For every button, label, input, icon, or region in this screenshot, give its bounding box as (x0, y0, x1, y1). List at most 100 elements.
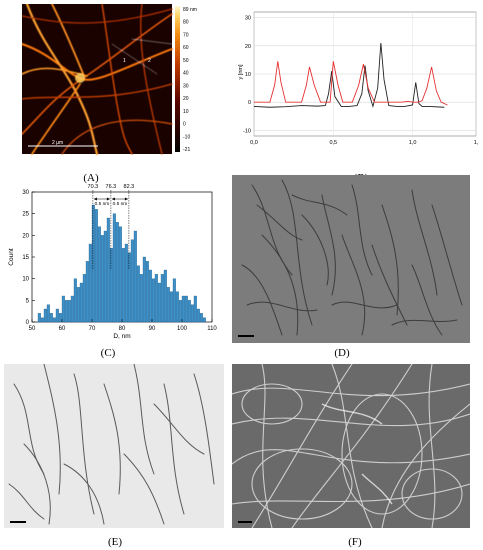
y-axis-label: Count (8, 248, 15, 266)
histogram-bar (37, 313, 41, 323)
histogram-bar (178, 300, 182, 323)
x-tick-label: 1,0 (409, 140, 417, 146)
histogram-bar (76, 287, 80, 323)
panel-c: 0 5 10 15 20 25 30 50 60 70 80 90 100 110 D, nm Count 70… (4, 176, 224, 344)
histogram-bar (124, 243, 128, 323)
y-tick-label: 30 (245, 16, 251, 22)
x-axis-label: D, nm (113, 333, 130, 340)
histogram-bar (160, 274, 164, 323)
scale-bar-label: 2 µm (52, 140, 63, 146)
panel-a: 1 2 2 µm 89 nm 80 70 60 50 40 30 20 10 0 -10 -21 (21, 2, 222, 166)
histogram-bar (142, 256, 146, 323)
colorbar-tick-label: -21 (183, 147, 190, 153)
x-tick-label: 70 (89, 326, 96, 332)
colorbar-tick-label: 60 (183, 45, 189, 51)
afm-height-map: 1 2 2 µm 89 nm 80 70 60 50 40 30 20 10 0 -10 -21 (21, 2, 197, 156)
colorbar-tick-label: 0 (183, 122, 186, 128)
sem-image-d (232, 175, 470, 343)
x-tick-label: 110 (207, 326, 217, 332)
histogram-bar (55, 308, 59, 323)
arrow-head (106, 197, 110, 201)
arrow-head (93, 197, 97, 201)
histogram-bar (88, 243, 92, 323)
x-tick-label: 50 (29, 326, 36, 332)
colorbar-tick-label: 30 (183, 83, 189, 89)
histogram-bar (202, 317, 206, 323)
histogram-bar (85, 261, 89, 323)
histogram-bar (115, 222, 119, 323)
histogram-bar (193, 295, 197, 323)
panel-b: 30 20 10 0 -10 0,0 0,5 1,0 1, y [nm] (236, 4, 483, 166)
histogram-bar (133, 230, 137, 323)
colorbar-ticks: 89 nm 80 70 60 50 40 30 20 10 0 -10 -21 (183, 7, 197, 153)
spacing-label: 0.5 nm (95, 201, 110, 207)
spacing-label: 0.5 nm (113, 201, 128, 207)
histogram-bar (106, 217, 110, 323)
panel-a-label: (A) (83, 172, 99, 184)
histogram-bar (181, 295, 185, 323)
histogram-bar (130, 239, 134, 323)
histogram-bar (49, 313, 53, 323)
histogram-bar (40, 317, 44, 323)
y-tick-label: 0 (248, 100, 251, 106)
histogram-bar (70, 295, 74, 323)
y-tick-label: 15 (22, 255, 29, 261)
peak-label: 70.3 (88, 184, 99, 190)
y-tick-label: 30 (22, 190, 29, 196)
histogram-bar (112, 213, 116, 323)
histogram-bar (121, 248, 125, 323)
histogram-bar (64, 300, 68, 323)
histogram-bar (148, 269, 152, 323)
histogram-bar (52, 317, 56, 323)
x-tick-label: 60 (59, 326, 66, 332)
arrow-head (111, 197, 115, 201)
histogram-bar (103, 230, 107, 323)
histogram-bar (139, 274, 143, 323)
panel-e (4, 363, 224, 528)
histogram-bar (91, 204, 95, 323)
histogram-bar (169, 291, 173, 323)
series-line-red (254, 61, 448, 106)
colorbar (175, 6, 180, 152)
y-tick-label: 20 (22, 233, 29, 239)
y-axis-label: y [nm] (238, 64, 244, 79)
histogram-bar (163, 269, 167, 323)
histogram-bar (187, 300, 191, 323)
diameter-histogram: 0 5 10 15 20 25 30 50 60 70 80 90 100 110 D, nm Count 70… (8, 184, 217, 340)
histogram-bar (67, 300, 71, 323)
x-tick-label: 1, (474, 140, 479, 146)
histogram-bar (199, 313, 203, 323)
histogram-bar (73, 278, 77, 323)
colorbar-tick-label: 40 (183, 71, 189, 77)
histogram-bar (46, 304, 50, 323)
x-tick-label: 100 (177, 326, 188, 332)
histogram-bar (190, 304, 194, 323)
histogram-bar (100, 235, 104, 323)
histogram-bar (109, 248, 113, 323)
panel-d (232, 175, 470, 343)
histogram-bar (175, 291, 179, 323)
histogram-bar (97, 226, 101, 323)
profile-line-chart: 30 20 10 0 -10 0,0 0,5 1,0 1, y [nm] (238, 11, 479, 146)
sem-image-e (4, 363, 224, 528)
peak-label: 76.3 (106, 184, 117, 190)
x-tick-label: 0,0 (250, 140, 258, 146)
histogram-bar (82, 274, 86, 323)
panel-f-label: (F) (348, 536, 362, 548)
histogram-bar (196, 308, 200, 323)
histogram-bar (61, 295, 65, 323)
colorbar-tick-label: 20 (183, 96, 189, 102)
y-tick-label: 5 (26, 298, 30, 304)
histogram-bar (154, 274, 158, 323)
histogram-bar (184, 295, 188, 323)
colorbar-tick-label: 50 (183, 58, 189, 64)
histogram-bar (127, 252, 131, 323)
profile-mark-2: 2 (148, 58, 151, 64)
colorbar-tick-label: 80 (183, 20, 189, 26)
panel-e-label: (E) (107, 536, 123, 548)
y-tick-label: 25 (22, 212, 29, 218)
histogram-bar (151, 278, 155, 323)
histogram-bar (43, 308, 47, 323)
arrow-head (124, 197, 128, 201)
x-tick-label: 80 (119, 326, 126, 332)
